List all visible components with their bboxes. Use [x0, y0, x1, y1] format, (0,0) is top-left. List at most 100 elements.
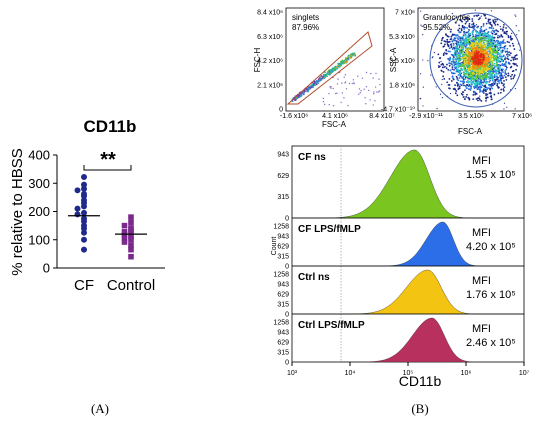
singlets-y-tick-label: 8.4 x10⁶ [257, 10, 283, 17]
histogram-x-tick-label: 10⁴ [345, 370, 356, 377]
histogram-y-tick-label: 0 [285, 216, 289, 223]
control-data-point [128, 220, 134, 226]
singlets-y-tick-label: 6.3 x10⁶ [257, 34, 283, 41]
singlets-gate [286, 31, 373, 105]
histogram-y-tick-label: 0 [285, 264, 289, 271]
significance-marker: ** [100, 149, 116, 171]
granulocytes-y-axis-label: SSC-A [389, 47, 398, 72]
control-data-point [128, 227, 134, 233]
histogram-series-label: CF LPS/fMLP [298, 224, 361, 235]
mfi-value: 1.76 x 10⁵ [466, 289, 516, 301]
mfi-label: MFI [472, 227, 491, 239]
granulocytes-x-axis-label: FSC-A [458, 127, 483, 136]
cf-data-point [81, 181, 87, 188]
cf-data-point [81, 174, 87, 181]
granulocytes-x-tick-label: -2.9 x10⁻¹¹ [409, 113, 443, 120]
histogram-x-tick-label: 10⁵ [403, 370, 414, 377]
control-data-point [121, 239, 128, 245]
histogram-y-tick-label: 315 [277, 194, 289, 201]
granulocytes-y-tick-label: 3.5 x10⁶ [389, 58, 415, 65]
panel-a-y-tick-label: 0 [43, 261, 50, 276]
cf-data-point [81, 185, 87, 192]
panel-a-y-tick-label: 100 [28, 232, 50, 247]
panel-a-y-tick-label: 300 [28, 176, 50, 191]
control-data-point [121, 235, 128, 242]
cf-data-point [81, 192, 87, 199]
granulocytes-gate-label: Granulocytes [423, 13, 470, 22]
control-data-point [121, 222, 128, 229]
panel-a-y-axis-label: % relative to HBSS [9, 148, 26, 276]
mfi-label: MFI [472, 275, 491, 287]
histogram-x-axis-label: CD11b [399, 373, 442, 389]
singlets-gate-label: singlets [292, 13, 319, 22]
cf-data-point [81, 218, 87, 225]
panel-a-chart: CD11b % relative to HBSS 0 100 200 300 400 C… [9, 117, 165, 416]
histogram-y-tick-label: 943 [277, 234, 289, 241]
histogram-y-tick-label: 0 [285, 312, 289, 319]
control-data-point [128, 246, 134, 253]
singlets-y-axis-label: FSC-H [253, 48, 262, 73]
cd11b-histograms: 943 629 315 0 CF ns MFI 1.55 x 10⁵ 1258 943 629 31… [271, 145, 530, 416]
mfi-label: MFI [472, 155, 491, 167]
control-data-point [128, 253, 134, 260]
granulocytes-y-tick-label: -4.7 x10⁻¹⁰ [381, 106, 415, 114]
panel-a-title: CD11b [84, 117, 137, 136]
singlets-x-tick-label: 4.1 x10⁶ [322, 113, 348, 120]
control-data-point [128, 214, 134, 220]
histogram-y-tick-label: 315 [277, 350, 289, 357]
cf-data-point [81, 209, 87, 216]
mfi-value: 1.55 x 10⁵ [466, 169, 516, 181]
histogram-y-tick-label: 1258 [273, 272, 289, 279]
panel-a-category-label: CF [74, 277, 94, 294]
histogram-count-label: Count [271, 237, 278, 256]
singlets-x-tick-label: -1.6 x10⁶ [280, 113, 308, 120]
histogram-y-tick-label: 943 [277, 282, 289, 289]
histogram-y-tick-label: 1258 [273, 224, 289, 231]
histogram-x-tick-label: 10⁷ [519, 370, 530, 377]
granulocytes-y-tick-label: 7 x10⁶ [395, 10, 415, 17]
histogram-y-tick-label: 943 [277, 330, 289, 337]
singlets-y-tick-label: 2.1 x10⁶ [257, 82, 283, 89]
histogram-y-tick-label: 629 [277, 292, 289, 299]
panel-a-y-tick-label: 200 [28, 204, 50, 219]
singlets-y-tick-label: 0 [279, 107, 283, 114]
singlets-x-tick-label: 8.4 x10⁷ [369, 113, 395, 120]
control-data-point [121, 229, 128, 235]
histogram-ctrl-lps [292, 317, 524, 363]
significance-bracket: ** [83, 149, 132, 171]
control-data-point [128, 242, 134, 249]
histogram-y-tick-label: 629 [277, 173, 289, 180]
panel-a-category-label: Control [107, 277, 155, 294]
histogram-series-label: Ctrl ns [298, 272, 330, 283]
singlets-plot: singlets 87.96% FSC-A FSC-H 8.4 x10⁶ 6.3 … [253, 7, 395, 129]
histogram-x-tick-label: 10⁶ [461, 370, 472, 377]
panel-b-caption: (B) [411, 401, 428, 416]
cf-data-point [81, 229, 87, 236]
histogram-y-tick-label: 1258 [273, 320, 289, 327]
histogram-y-tick-label: 0 [285, 360, 289, 367]
control-data-point [128, 233, 134, 240]
granulocytes-gate [429, 12, 523, 108]
panel-a-caption: (A) [91, 401, 109, 416]
histogram-y-tick-label: 943 [277, 152, 289, 159]
mfi-label: MFI [472, 323, 491, 335]
mfi-value: 2.46 x 10⁵ [466, 337, 516, 349]
histogram-y-tick-label: 315 [277, 254, 289, 261]
singlets-gate-percent: 87.96% [292, 23, 319, 32]
control-data-point [128, 236, 134, 243]
histogram-x-tick-label: 10³ [287, 370, 298, 377]
histogram-y-tick-label: 629 [277, 340, 289, 347]
histogram-y-tick-label: 315 [277, 302, 289, 309]
cf-data-point [74, 211, 81, 218]
mfi-value: 4.20 x 10⁵ [466, 241, 516, 253]
singlets-y-tick-label: 4.2 x10⁶ [257, 58, 283, 65]
granulocytes-x-tick-label: 3.5 x10⁶ [458, 113, 484, 120]
singlets-x-axis-label: FSC-A [322, 120, 347, 129]
histogram-series-label: CF ns [298, 152, 326, 163]
histogram-series-label: Ctrl LPS/fMLP [298, 320, 365, 331]
granulocytes-plot: Granulocytes 95.52% FSC-A SSC-A 7 x10⁶ 5.… [381, 7, 532, 136]
granulocytes-events [419, 9, 521, 110]
cf-data-point [74, 205, 81, 212]
granulocytes-y-tick-label: 1.8 x10⁶ [389, 82, 415, 89]
cf-data-point [81, 236, 87, 243]
